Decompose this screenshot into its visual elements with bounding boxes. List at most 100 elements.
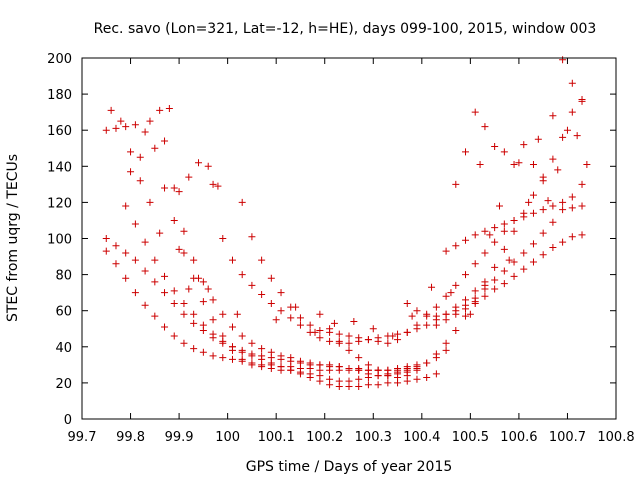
data-point bbox=[248, 339, 256, 347]
data-point bbox=[442, 247, 450, 255]
data-point bbox=[228, 343, 236, 351]
data-point bbox=[238, 357, 246, 365]
x-tick-label: 100.5 bbox=[452, 430, 489, 445]
y-tick-label: 60 bbox=[55, 305, 72, 320]
data-point bbox=[228, 323, 236, 331]
data-point bbox=[161, 137, 169, 145]
series-sat-A bbox=[102, 121, 421, 385]
data-point bbox=[326, 337, 334, 345]
data-point bbox=[491, 224, 499, 232]
data-point bbox=[355, 383, 363, 391]
data-point bbox=[102, 247, 110, 255]
data-point bbox=[316, 361, 324, 369]
data-point bbox=[316, 310, 324, 318]
data-point bbox=[335, 383, 343, 391]
data-point bbox=[117, 117, 125, 125]
data-point bbox=[510, 258, 518, 266]
data-point bbox=[442, 292, 450, 300]
data-point bbox=[403, 372, 411, 380]
data-point bbox=[500, 227, 508, 235]
data-point bbox=[238, 348, 246, 356]
chart-title: Rec. savo (Lon=321, Lat=-12, h=HE), days… bbox=[94, 21, 597, 37]
data-point bbox=[578, 231, 586, 239]
data-point bbox=[190, 310, 198, 318]
data-point bbox=[326, 361, 334, 369]
data-point bbox=[389, 332, 397, 340]
data-point bbox=[233, 310, 241, 318]
series-sat-I bbox=[403, 180, 586, 320]
data-point bbox=[583, 160, 591, 168]
data-point bbox=[520, 213, 528, 221]
data-point bbox=[248, 233, 256, 241]
data-point bbox=[462, 305, 470, 313]
data-point bbox=[442, 346, 450, 354]
data-point bbox=[466, 310, 474, 318]
x-tick-label: 100 bbox=[215, 430, 240, 445]
data-point bbox=[539, 206, 547, 214]
x-tick-label: 99.7 bbox=[68, 430, 97, 445]
data-point bbox=[539, 177, 547, 185]
data-point bbox=[554, 166, 562, 174]
data-point bbox=[219, 354, 227, 362]
data-point bbox=[384, 372, 392, 380]
data-point bbox=[500, 245, 508, 253]
y-tick-label: 0 bbox=[64, 413, 72, 428]
series-sat-J bbox=[432, 231, 586, 329]
data-point bbox=[180, 339, 188, 347]
x-tick-label: 100.2 bbox=[306, 430, 343, 445]
x-tick-label: 100.6 bbox=[500, 430, 537, 445]
data-point bbox=[568, 79, 576, 87]
data-point bbox=[578, 202, 586, 210]
data-point bbox=[452, 242, 460, 250]
data-point bbox=[292, 303, 300, 311]
data-point bbox=[161, 272, 169, 280]
data-point bbox=[258, 256, 266, 264]
data-point bbox=[204, 162, 212, 170]
x-axis-title: GPS time / Days of year 2015 bbox=[246, 459, 453, 475]
data-point bbox=[495, 202, 503, 210]
data-point bbox=[141, 238, 149, 246]
data-point bbox=[219, 235, 227, 242]
data-point bbox=[471, 108, 479, 116]
data-point bbox=[481, 123, 489, 131]
data-point bbox=[175, 188, 183, 196]
data-point bbox=[330, 319, 338, 327]
data-point bbox=[209, 330, 217, 338]
data-point bbox=[500, 280, 508, 288]
data-point bbox=[258, 290, 266, 298]
data-point bbox=[272, 316, 280, 324]
data-point bbox=[413, 366, 421, 374]
y-tick-label: 200 bbox=[47, 52, 72, 67]
data-point bbox=[355, 375, 363, 383]
data-point bbox=[248, 352, 256, 360]
data-point bbox=[428, 283, 436, 291]
data-point bbox=[277, 363, 285, 371]
data-point bbox=[107, 106, 115, 114]
data-point bbox=[219, 337, 227, 345]
data-point bbox=[520, 249, 528, 257]
y-tick-label: 180 bbox=[47, 88, 72, 103]
data-point bbox=[452, 327, 460, 335]
data-point bbox=[364, 381, 372, 389]
data-point bbox=[258, 355, 266, 363]
data-point bbox=[316, 327, 324, 335]
data-point bbox=[146, 117, 154, 125]
data-point bbox=[369, 325, 377, 333]
data-point bbox=[539, 251, 547, 259]
data-point bbox=[131, 121, 139, 129]
data-point bbox=[287, 366, 295, 374]
data-point bbox=[364, 336, 372, 344]
series-sat-L bbox=[442, 198, 586, 255]
data-point bbox=[549, 244, 557, 252]
series-sat-K bbox=[452, 56, 586, 188]
data-point bbox=[267, 299, 275, 307]
data-point bbox=[180, 249, 188, 257]
data-point bbox=[190, 345, 198, 353]
y-tick-label: 140 bbox=[47, 160, 72, 175]
series-sat-B bbox=[102, 235, 450, 374]
data-point bbox=[136, 177, 144, 185]
data-point bbox=[287, 314, 295, 322]
data-point bbox=[355, 334, 363, 342]
x-tick-label: 100.7 bbox=[549, 430, 586, 445]
data-point bbox=[384, 339, 392, 347]
